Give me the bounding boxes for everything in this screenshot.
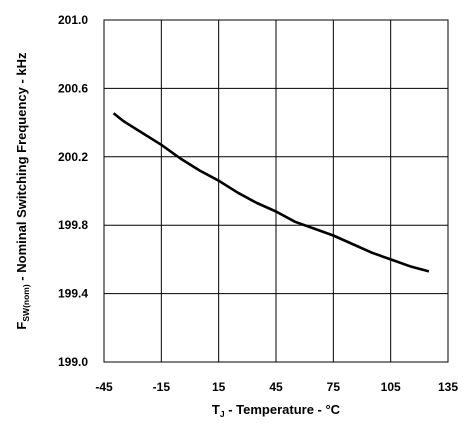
x-tick-label-5: 105 — [381, 380, 401, 394]
series-group — [112, 112, 430, 273]
y-tick-label-0: 199.0 — [58, 355, 88, 369]
y-axis-title-text: - Nominal Switching Frequency - kHz — [14, 52, 29, 284]
x-axis-title-symbol: T — [212, 402, 220, 417]
x-axis-tick-labels: -45 -15 15 45 75 105 135 — [95, 380, 458, 394]
x-tick-label-2: 15 — [212, 380, 226, 394]
x-tick-label-4: 75 — [327, 380, 341, 394]
y-axis-title-symbol: F — [14, 322, 29, 330]
x-tick-label-3: 45 — [269, 380, 283, 394]
x-tick-label-0: -45 — [95, 380, 113, 394]
x-axis-title-text: - Temperature - °C — [225, 402, 341, 417]
y-axis-title: FSW(nom) - Nominal Switching Frequency -… — [14, 52, 31, 330]
y-tick-label-1: 199.4 — [58, 287, 88, 301]
y-tick-label-2: 199.8 — [58, 218, 88, 232]
x-axis-title: TJ - Temperature - °C — [212, 402, 341, 419]
plot-area-border — [103, 19, 449, 363]
series-line-0 — [112, 112, 430, 273]
x-axis-title-subscript: J — [220, 409, 225, 419]
y-tick-label-3: 200.2 — [58, 150, 88, 164]
y-tick-label-5: 201.0 — [58, 13, 88, 27]
x-tick-label-6: 135 — [438, 380, 458, 394]
y-axis-title-subscript: SW(nom) — [21, 284, 31, 321]
y-axis-tick-labels: 199.0 199.4 199.8 200.2 200.6 201.0 — [58, 13, 88, 369]
x-tick-label-1: -15 — [153, 380, 171, 394]
y-tick-label-4: 200.6 — [58, 81, 88, 95]
grid-lines — [103, 19, 449, 363]
